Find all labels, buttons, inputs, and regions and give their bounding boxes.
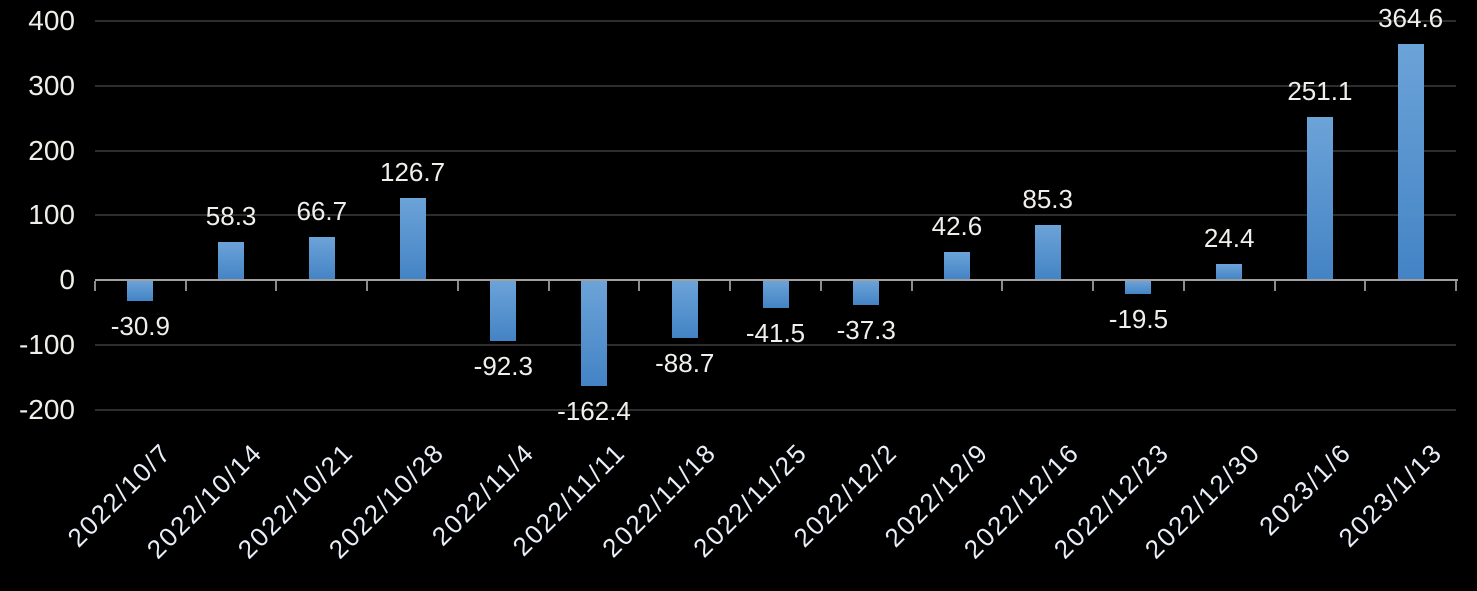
bar-value-label: 251.1 [1287, 76, 1353, 107]
bar-value-label: 364.6 [1378, 2, 1444, 33]
bar-value-label: 66.7 [296, 195, 348, 226]
x-axis-tick [1273, 281, 1276, 291]
bar-value-label: -162.4 [557, 396, 631, 427]
x-axis-tick [184, 281, 187, 291]
gridline [95, 84, 1456, 87]
bar [853, 281, 880, 306]
gridline [95, 214, 1456, 217]
bar-value-label: -37.3 [836, 315, 896, 346]
y-tick-label: 0 [59, 264, 75, 295]
x-axis-tick [910, 281, 913, 291]
bar [1397, 43, 1424, 280]
bar-value-label: -41.5 [745, 317, 806, 348]
x-axis-tick [275, 281, 278, 291]
x-axis-tick [94, 281, 96, 291]
y-tick-label: 100 [28, 199, 75, 231]
x-axis-tick [1092, 281, 1095, 291]
bar [671, 281, 698, 339]
gridline [95, 343, 1456, 346]
bar [581, 281, 608, 387]
x-axis-tick [456, 281, 459, 291]
bar-value-label: -30.9 [110, 311, 170, 341]
x-axis-tick [547, 281, 550, 291]
y-tick-label: -200 [18, 393, 75, 425]
bar [762, 281, 789, 308]
bar [218, 242, 245, 280]
bar [1125, 281, 1152, 294]
bar-value-label: -92.3 [473, 350, 533, 381]
bar [1306, 117, 1333, 280]
y-tick-label: -100 [18, 328, 75, 360]
gridline [95, 20, 1456, 22]
bar [490, 281, 517, 341]
y-tick-label: 300 [28, 69, 75, 101]
x-axis-tick [1364, 281, 1367, 291]
bar [127, 281, 154, 301]
x-axis-tick [819, 281, 822, 291]
y-tick-label: 400 [28, 5, 75, 36]
bar-value-label: -88.7 [655, 348, 715, 379]
y-tick-label: 200 [28, 134, 75, 166]
bar-value-label: 126.7 [380, 156, 446, 187]
x-axis-tick [1001, 281, 1004, 291]
bar [1034, 224, 1061, 280]
gridline [95, 149, 1456, 152]
bar-value-label: 85.3 [1022, 183, 1073, 214]
gridline [95, 408, 1456, 411]
bar-value-label: 24.4 [1203, 223, 1255, 254]
bar [1216, 264, 1243, 280]
x-axis-tick [1182, 281, 1185, 291]
x-axis-line [95, 279, 1458, 281]
x-axis-tick [366, 281, 369, 291]
bar-value-label: 58.3 [205, 201, 257, 232]
bar [943, 252, 970, 280]
bar-value-label: 42.6 [931, 211, 983, 242]
x-axis-tick [1455, 281, 1457, 291]
bar-value-label: -19.5 [1108, 303, 1169, 334]
x-axis-tick [729, 281, 732, 291]
bar [308, 236, 335, 280]
bar [399, 197, 426, 280]
x-axis-tick [638, 281, 641, 291]
